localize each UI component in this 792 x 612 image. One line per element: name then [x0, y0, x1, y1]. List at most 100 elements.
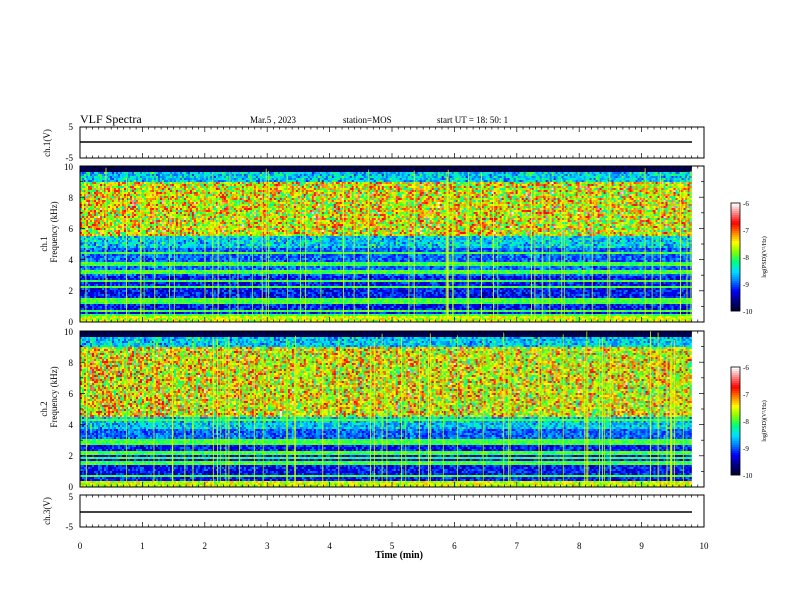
spectrogram-cell	[142, 172, 144, 174]
spectrogram-cell	[418, 172, 420, 174]
spectrogram-cell	[322, 172, 324, 174]
spectrogram-cell	[472, 174, 474, 176]
spectrogram-cell	[548, 170, 550, 172]
spectrogram-cell	[372, 172, 374, 174]
spectrogram-cell	[276, 168, 278, 170]
spectrogram-cell	[680, 174, 682, 176]
spectrogram-cell	[408, 174, 410, 176]
spectrogram-cell	[114, 170, 116, 172]
spectrogram-cell	[540, 174, 542, 176]
spectrogram-cell	[526, 174, 528, 176]
spectrogram-cell	[654, 174, 656, 176]
spectrogram-cell	[430, 172, 432, 174]
spectrogram-cell	[202, 174, 204, 176]
spectrogram-cell	[192, 170, 194, 172]
spectrogram-cell	[674, 174, 676, 176]
spectrogram-cell	[92, 174, 94, 176]
spectrogram-cell	[340, 172, 342, 174]
spectrogram-cell	[162, 172, 164, 174]
spectrogram-cell	[394, 170, 396, 172]
spectrogram-cell	[100, 168, 102, 170]
spectrogram-cell	[440, 170, 442, 172]
spectrogram-cell	[426, 168, 428, 170]
spectrogram-cell	[450, 170, 452, 172]
spectrogram-cell	[146, 172, 148, 174]
spectrogram-cell	[424, 168, 426, 170]
spectrogram-cell	[412, 174, 414, 176]
spectrogram-cell	[258, 168, 260, 170]
spectrogram-cell	[574, 168, 576, 170]
spectrogram-cell	[280, 170, 282, 172]
spectrogram-cell	[228, 170, 230, 172]
spectrogram-cell	[172, 172, 174, 174]
spectrogram-cell	[148, 172, 150, 174]
spectrogram-cell	[88, 172, 90, 174]
spectrogram-cell	[166, 172, 168, 174]
spectrogram-cell	[288, 174, 290, 176]
spectrogram-cell	[660, 170, 662, 172]
spectrogram-cell	[288, 168, 290, 170]
spectrogram-cell	[308, 172, 310, 174]
spectrogram-cell	[354, 168, 356, 170]
spectrogram-cell	[414, 168, 416, 170]
spectrogram-cell	[432, 168, 434, 170]
spectrogram-cell	[302, 172, 304, 174]
spectrogram-cell	[526, 168, 528, 170]
spectrogram-cell	[484, 172, 486, 174]
spectrogram-cell	[120, 168, 122, 170]
spectrogram-cell	[684, 174, 686, 176]
spectrogram-cell	[180, 170, 182, 172]
spectrogram-cell	[272, 172, 274, 174]
spectrogram-cell	[212, 168, 214, 170]
spectrogram-cell	[624, 174, 626, 176]
spectrogram-cell	[534, 170, 536, 172]
spectrogram-cell	[254, 172, 256, 174]
spectrogram-cell	[512, 172, 514, 174]
spectrogram-cell	[480, 168, 482, 170]
spectrogram-cell	[630, 174, 632, 176]
spectrogram-cell	[580, 170, 582, 172]
spectrogram-cell	[544, 170, 546, 172]
spectrogram-cell	[220, 170, 222, 172]
spectrogram-cell	[220, 168, 222, 170]
spectrogram-cell	[494, 170, 496, 172]
spectrogram-cell	[488, 170, 490, 172]
spectrogram-cell	[540, 170, 542, 172]
spectrogram-cell	[82, 176, 84, 178]
spectrogram-cell	[90, 176, 92, 178]
spectrogram-cell	[594, 168, 596, 170]
spectrogram-cell	[84, 170, 86, 172]
spectrogram-cell	[206, 174, 208, 176]
spectrogram-cell	[358, 174, 360, 176]
spectrogram-cell	[298, 172, 300, 174]
spectrogram-cell	[304, 172, 306, 174]
spectrogram-cell	[526, 172, 528, 174]
spectrogram-cell	[134, 174, 136, 176]
spectrogram-cell	[552, 172, 554, 174]
spectrogram-cell	[636, 168, 638, 170]
spectrogram-cell	[386, 170, 388, 172]
spectrogram-cell	[582, 170, 584, 172]
spectrogram-cell	[116, 172, 118, 174]
spectrogram-cell	[92, 176, 94, 178]
spectrogram-cell	[150, 168, 152, 170]
spectrogram-cell	[606, 170, 608, 172]
spectrogram-cell	[398, 174, 400, 176]
spectrogram-cell	[112, 172, 114, 174]
spectrogram-cell	[292, 174, 294, 176]
spectrogram-cell	[366, 174, 368, 176]
spectrogram-cell	[468, 168, 470, 170]
spectrogram-cell	[160, 170, 162, 172]
spectrogram-cell	[434, 172, 436, 174]
spectrogram-cell	[520, 172, 522, 174]
spectrogram-cell	[330, 174, 332, 176]
spectrogram-cell	[600, 174, 602, 176]
spectrogram-cell	[614, 170, 616, 172]
spectrogram-cell	[516, 172, 518, 174]
spectrogram-cell	[400, 174, 402, 176]
spectrogram-cell	[602, 172, 604, 174]
spectrogram-cell	[532, 172, 534, 174]
spectrogram-cell	[562, 168, 564, 170]
spectrogram-cell	[460, 172, 462, 174]
